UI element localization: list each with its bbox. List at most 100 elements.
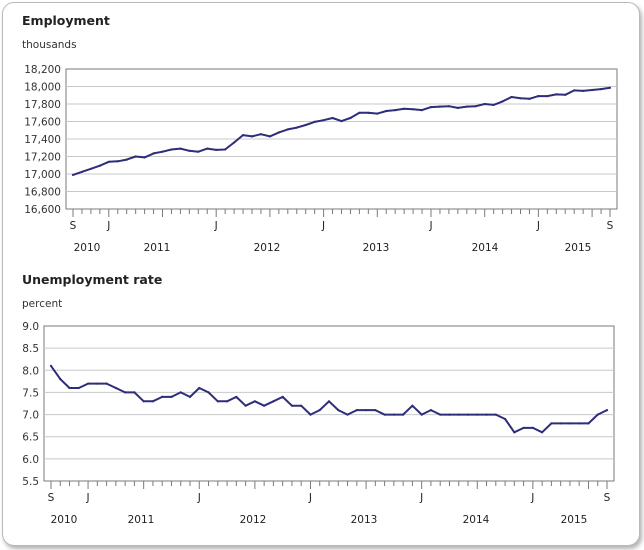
data-point	[179, 147, 182, 150]
data-point	[546, 95, 549, 98]
x-year-label: 2015	[561, 514, 588, 526]
y-tick-label: 6.0	[22, 454, 39, 466]
data-point	[161, 395, 164, 398]
data-point	[550, 422, 553, 425]
data-point	[290, 404, 293, 407]
x-month-label: S	[607, 220, 614, 232]
x-year-label: 2014	[472, 242, 499, 254]
data-point	[365, 409, 368, 412]
data-point	[98, 164, 101, 167]
data-point	[215, 148, 218, 151]
x-year-label: 2014	[463, 514, 490, 526]
data-point	[476, 413, 479, 416]
data-point	[376, 112, 379, 115]
data-point	[439, 413, 442, 416]
y-tick-label: 18,000	[24, 82, 61, 94]
data-point	[591, 88, 594, 92]
data-point	[587, 422, 590, 425]
data-point	[125, 158, 128, 161]
data-point	[116, 160, 119, 163]
data-point	[447, 105, 450, 108]
chart-title: Employment	[22, 13, 110, 28]
data-point	[412, 108, 415, 111]
x-year-label: 2015	[565, 242, 592, 254]
unemployment-rate-chart: Unemployment rate percent 5.5 6.0 6.5 7.0 7.5 8…	[22, 272, 615, 526]
data-point	[531, 426, 535, 429]
data-point	[107, 160, 110, 163]
data-point	[465, 105, 468, 108]
data-point	[568, 422, 572, 425]
data-point	[244, 404, 247, 407]
data-point	[87, 382, 90, 385]
data-point	[513, 431, 516, 434]
employment-chart: Employment thousands 16,600 16,800 17,000 17,…	[22, 13, 618, 254]
data-point	[355, 409, 358, 412]
data-point	[49, 364, 53, 367]
data-point	[501, 100, 504, 103]
data-point	[429, 409, 432, 412]
x-month-label: J	[214, 220, 218, 232]
data-point	[277, 131, 280, 134]
x-month-label: J	[197, 492, 201, 504]
data-point	[456, 106, 459, 109]
data-point	[474, 105, 477, 108]
data-point	[483, 102, 486, 106]
data-point	[170, 148, 173, 151]
x-year-label: 2013	[363, 242, 390, 254]
x-month-label: J	[536, 220, 540, 232]
data-point	[337, 409, 340, 412]
plot-area	[43, 325, 615, 482]
data-point	[170, 395, 173, 398]
data-point	[340, 120, 343, 123]
x-month-label: J	[321, 220, 325, 232]
data-point	[295, 126, 298, 129]
data-point	[358, 111, 361, 114]
x-year-label: 2011	[144, 242, 171, 254]
x-year-label: 2011	[128, 514, 155, 526]
data-point	[105, 382, 108, 385]
data-point	[596, 413, 599, 416]
data-point	[599, 88, 603, 91]
data-point	[207, 391, 210, 394]
data-point	[519, 97, 522, 100]
y-tick-label: 5.5	[22, 476, 39, 488]
data-point	[573, 89, 576, 92]
y-tick-label: 8.0	[22, 365, 39, 377]
data-point	[281, 395, 284, 398]
data-point	[151, 400, 154, 403]
data-point	[605, 409, 609, 412]
data-point	[198, 386, 201, 390]
y-tick-label: 9.0	[22, 321, 39, 333]
data-point	[133, 391, 136, 394]
data-point	[394, 109, 397, 112]
data-point	[286, 128, 289, 131]
data-point	[241, 134, 245, 137]
data-point	[124, 391, 127, 394]
x-month-label: J	[86, 492, 90, 504]
y-tick-label: 17,600	[24, 117, 61, 129]
x-month-label: J	[308, 492, 312, 504]
data-point	[272, 400, 275, 403]
data-point	[541, 431, 544, 434]
data-point	[142, 400, 145, 403]
y-tick-label: 17,000	[24, 169, 61, 181]
x-year-label: 2012	[254, 242, 281, 254]
data-point	[59, 378, 62, 381]
data-point	[420, 413, 423, 416]
data-point	[179, 391, 182, 394]
data-point	[235, 395, 238, 398]
data-point	[331, 116, 334, 120]
data-point	[268, 135, 271, 138]
data-point	[259, 133, 262, 136]
data-point	[114, 386, 117, 390]
data-point	[250, 135, 254, 138]
data-point	[564, 93, 567, 96]
data-point	[504, 417, 507, 421]
data-point	[559, 422, 562, 425]
y-axis-unit-label: thousands	[22, 39, 77, 51]
x-month-label: J	[428, 220, 432, 232]
data-point	[385, 109, 388, 113]
x-year-label: 2010	[51, 514, 78, 526]
data-point	[457, 413, 460, 416]
